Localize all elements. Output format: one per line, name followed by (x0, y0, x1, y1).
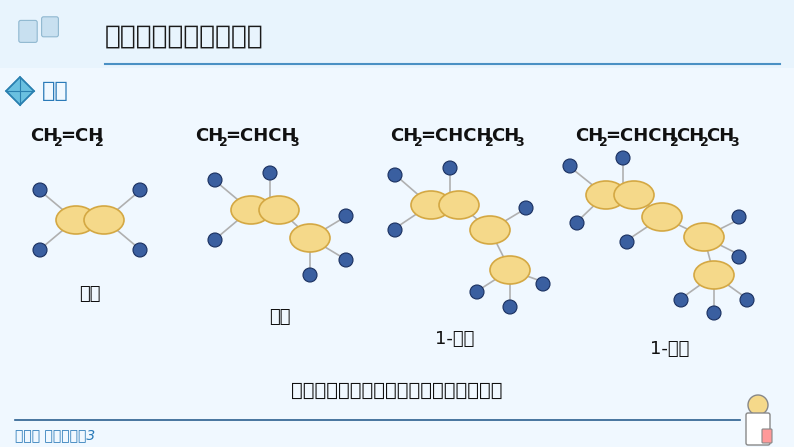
Text: 乙烯: 乙烯 (79, 285, 101, 303)
FancyBboxPatch shape (41, 17, 59, 37)
Text: =CH: =CH (60, 127, 103, 145)
Ellipse shape (642, 203, 682, 231)
Circle shape (133, 183, 147, 197)
FancyBboxPatch shape (19, 21, 37, 42)
Text: CH: CH (30, 127, 58, 145)
Text: CH: CH (195, 127, 223, 145)
Bar (0, 0, 794, 68)
Circle shape (740, 293, 754, 307)
Circle shape (339, 209, 353, 223)
Ellipse shape (470, 216, 510, 244)
Text: 1-戊烯: 1-戊烯 (650, 340, 690, 358)
FancyBboxPatch shape (746, 413, 770, 445)
Circle shape (536, 277, 550, 291)
Circle shape (503, 300, 517, 314)
Text: =CHCH: =CHCH (605, 127, 676, 145)
Text: CH: CH (491, 127, 519, 145)
Ellipse shape (84, 206, 124, 234)
Text: 2: 2 (54, 136, 63, 149)
Circle shape (732, 210, 746, 224)
Ellipse shape (586, 181, 626, 209)
Text: 3: 3 (290, 136, 299, 149)
Circle shape (339, 253, 353, 267)
Text: 2: 2 (700, 136, 709, 149)
Circle shape (303, 268, 317, 282)
Polygon shape (6, 77, 34, 105)
Ellipse shape (694, 261, 734, 289)
Text: 几种简单烯烃的结构简式和分子结构模型: 几种简单烯烃的结构简式和分子结构模型 (291, 380, 503, 400)
Text: 2: 2 (599, 136, 607, 149)
Ellipse shape (259, 196, 299, 224)
Ellipse shape (56, 206, 96, 234)
Text: CH: CH (706, 127, 734, 145)
Text: 2: 2 (414, 136, 422, 149)
Text: 1-丁烯: 1-丁烯 (435, 330, 475, 348)
Ellipse shape (439, 191, 479, 219)
Ellipse shape (411, 191, 451, 219)
Circle shape (748, 395, 768, 415)
Circle shape (133, 243, 147, 257)
Circle shape (388, 223, 402, 237)
Ellipse shape (490, 256, 530, 284)
Text: =CHCH: =CHCH (225, 127, 296, 145)
Text: 3: 3 (730, 136, 738, 149)
Circle shape (732, 250, 746, 264)
Circle shape (519, 201, 533, 215)
Text: 2: 2 (670, 136, 679, 149)
Circle shape (570, 216, 584, 230)
Circle shape (33, 243, 47, 257)
Circle shape (707, 306, 721, 320)
Text: 2: 2 (485, 136, 494, 149)
FancyBboxPatch shape (762, 429, 772, 443)
Text: 2: 2 (95, 136, 104, 149)
Ellipse shape (231, 196, 271, 224)
Text: CH: CH (676, 127, 704, 145)
Text: CH: CH (575, 127, 603, 145)
Text: 一、烯烃的结构与性质: 一、烯烃的结构与性质 (105, 24, 264, 50)
Text: 3: 3 (515, 136, 523, 149)
Circle shape (263, 166, 277, 180)
Circle shape (674, 293, 688, 307)
Text: 烯烃: 烯烃 (42, 81, 69, 101)
Circle shape (33, 183, 47, 197)
Ellipse shape (684, 223, 724, 251)
Text: 2: 2 (219, 136, 228, 149)
Circle shape (470, 285, 484, 299)
Circle shape (208, 173, 222, 187)
Circle shape (563, 159, 577, 173)
Circle shape (388, 168, 402, 182)
Circle shape (616, 151, 630, 165)
Ellipse shape (614, 181, 654, 209)
Text: =CHCH: =CHCH (420, 127, 491, 145)
Text: CH: CH (390, 127, 418, 145)
Text: 丙烯: 丙烯 (269, 308, 291, 326)
Circle shape (443, 161, 457, 175)
Circle shape (620, 235, 634, 249)
Circle shape (208, 233, 222, 247)
Text: 人教版 选择性必䗮3: 人教版 选择性必䗮3 (15, 428, 95, 442)
Ellipse shape (290, 224, 330, 252)
